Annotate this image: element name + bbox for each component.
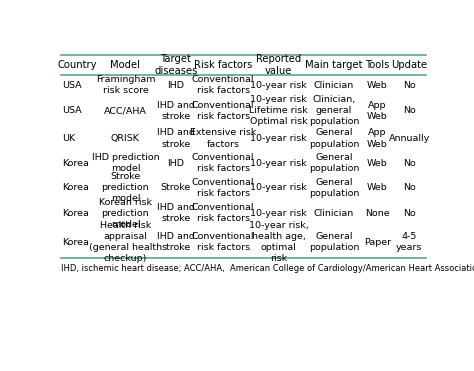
Text: Annually: Annually	[389, 134, 430, 143]
Text: Framingham
risk score: Framingham risk score	[96, 75, 155, 95]
Text: No: No	[403, 106, 416, 115]
Text: Conventional
risk factors: Conventional risk factors	[192, 203, 255, 223]
Text: 10-year risk: 10-year risk	[250, 81, 307, 90]
Text: IHD and
stroke: IHD and stroke	[157, 101, 195, 121]
Text: ACC/AHA: ACC/AHA	[104, 106, 147, 115]
Text: General
population: General population	[309, 128, 359, 148]
Text: Model: Model	[110, 60, 140, 70]
Text: Korea: Korea	[63, 158, 90, 168]
Text: Country: Country	[58, 60, 97, 70]
Text: Korean risk
prediction
model: Korean risk prediction model	[99, 198, 152, 229]
Text: 10-year risk: 10-year risk	[250, 183, 307, 192]
Text: IHD prediction
model: IHD prediction model	[91, 153, 159, 173]
Text: Paper: Paper	[364, 238, 391, 247]
Text: IHD and
stroke: IHD and stroke	[157, 232, 195, 252]
Text: Conventional
risk factors: Conventional risk factors	[192, 232, 255, 252]
Text: Conventional
risk factors: Conventional risk factors	[192, 178, 255, 198]
Text: Health risk
appraisal
(general health
checkup): Health risk appraisal (general health ch…	[89, 221, 162, 263]
Text: 10-year risk,
health age,
optimal
risk: 10-year risk, health age, optimal risk	[249, 221, 309, 263]
Text: IHD: IHD	[167, 158, 184, 168]
Text: Web: Web	[367, 81, 388, 90]
Text: 10-year risk: 10-year risk	[250, 134, 307, 143]
Text: 4-5
years: 4-5 years	[396, 232, 422, 252]
Text: 10-year risk
Lifetime risk
Optimal risk: 10-year risk Lifetime risk Optimal risk	[249, 95, 308, 126]
Text: USA: USA	[63, 106, 82, 115]
Text: Web: Web	[367, 158, 388, 168]
Text: General
population: General population	[309, 232, 359, 252]
Text: None: None	[365, 209, 390, 218]
Text: Conventional
risk factors: Conventional risk factors	[192, 75, 255, 95]
Text: IHD and
stroke: IHD and stroke	[157, 203, 195, 223]
Text: USA: USA	[63, 81, 82, 90]
Text: No: No	[403, 183, 416, 192]
Text: IHD: IHD	[167, 81, 184, 90]
Text: Update: Update	[391, 60, 427, 70]
Text: Clinician: Clinician	[314, 209, 354, 218]
Text: Main target: Main target	[305, 60, 363, 70]
Text: Stroke
prediction
model: Stroke prediction model	[101, 172, 149, 203]
Text: Extensive risk
factors: Extensive risk factors	[190, 128, 256, 148]
Text: 10-year risk: 10-year risk	[250, 158, 307, 168]
Text: IHD and
stroke: IHD and stroke	[157, 128, 195, 148]
Text: 10-year risk: 10-year risk	[250, 209, 307, 218]
Text: General
population: General population	[309, 178, 359, 198]
Text: QRISK: QRISK	[111, 134, 140, 143]
Text: App
Web: App Web	[367, 101, 388, 121]
Text: Target
diseases: Target diseases	[154, 53, 198, 76]
Text: Web: Web	[367, 183, 388, 192]
Text: Tools: Tools	[365, 60, 390, 70]
Text: Korea: Korea	[63, 183, 90, 192]
Text: Korea: Korea	[63, 238, 90, 247]
Text: Reported
value: Reported value	[256, 53, 301, 76]
Text: Clinician,
general
population: Clinician, general population	[309, 95, 359, 126]
Text: Conventional
risk factors: Conventional risk factors	[192, 101, 255, 121]
Text: IHD, ischemic heart disease; ACC/AHA,  American College of Cardiology/American H: IHD, ischemic heart disease; ACC/AHA, Am…	[61, 265, 474, 273]
Text: General
population: General population	[309, 153, 359, 173]
Text: Clinician: Clinician	[314, 81, 354, 90]
Text: No: No	[403, 81, 416, 90]
Text: App
Web: App Web	[367, 128, 388, 148]
Text: No: No	[403, 209, 416, 218]
Text: Risk factors: Risk factors	[194, 60, 252, 70]
Text: Conventional
risk factors: Conventional risk factors	[192, 153, 255, 173]
Text: Korea: Korea	[63, 209, 90, 218]
Text: Stroke: Stroke	[161, 183, 191, 192]
Text: No: No	[403, 158, 416, 168]
Text: UK: UK	[63, 134, 76, 143]
